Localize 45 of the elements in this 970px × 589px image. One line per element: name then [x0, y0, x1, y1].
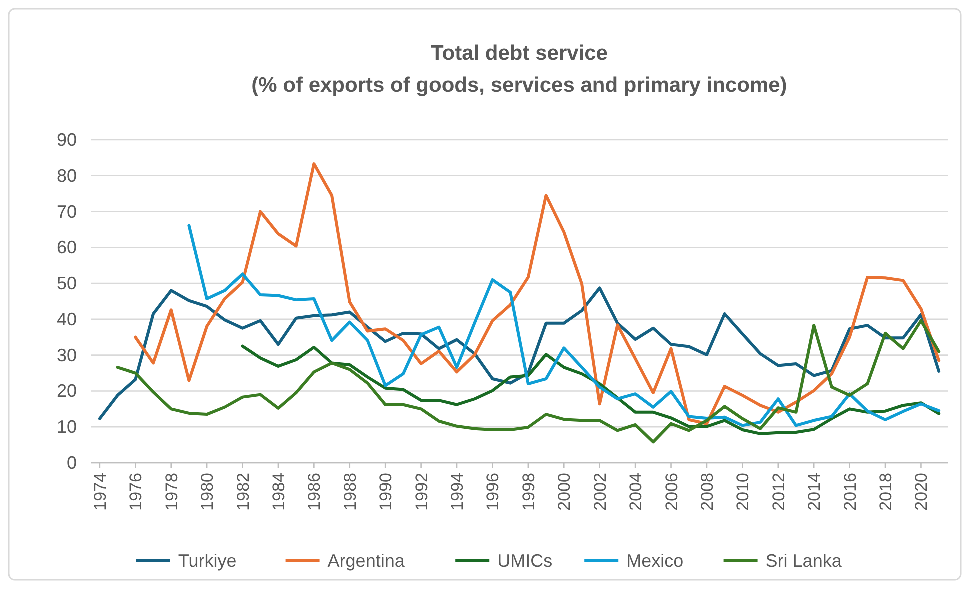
- line-series: [134, 162, 941, 426]
- y-tick-label: 90: [56, 130, 77, 150]
- y-tick-label: 30: [56, 345, 77, 366]
- x-tick-label: 1978: [162, 473, 182, 511]
- x-tick-label: 1980: [198, 473, 218, 511]
- x-tick-label: 1982: [234, 473, 253, 511]
- legend-label: Sri Lanka: [766, 551, 843, 571]
- x-tick-label: 1996: [484, 473, 503, 511]
- x-tick-label: 2008: [698, 473, 717, 511]
- x-tick-label: 2014: [805, 473, 824, 511]
- legend-label: Turkiye: [178, 551, 237, 571]
- line-series: [98, 286, 941, 420]
- x-tick-label: 2002: [590, 473, 610, 511]
- y-tick-label: 0: [66, 453, 77, 473]
- y-tick-label: 10: [56, 417, 77, 438]
- x-tick-label: 2018: [876, 473, 896, 511]
- chart-title: Total debt service (% of exports of goods, services and primary income): [252, 42, 788, 97]
- x-tick-label: 1986: [305, 473, 324, 511]
- x-tick-label: 2016: [840, 473, 860, 511]
- x-tick-label: 1984: [269, 473, 288, 511]
- x-tick-label: 1988: [340, 473, 360, 511]
- line-series: [116, 319, 941, 444]
- x-tick-label: 1974: [90, 473, 110, 511]
- x-tick-label: 2012: [769, 473, 788, 511]
- x-tick-label: 2010: [734, 473, 753, 511]
- y-tick-label: 20: [56, 381, 77, 402]
- x-tick-label: 1998: [519, 473, 538, 511]
- line-series: [241, 344, 941, 436]
- y-tick-label: 50: [56, 274, 77, 294]
- line-series: [188, 224, 941, 428]
- legend-label: Mexico: [626, 551, 684, 571]
- y-tick-label: 60: [56, 238, 77, 258]
- x-tick-label: 2006: [662, 473, 682, 511]
- y-tick-label: 40: [56, 309, 77, 330]
- x-tick-label: 1990: [376, 473, 396, 511]
- x-tick-label: 2000: [555, 473, 574, 511]
- legend-label: UMICs: [498, 551, 553, 571]
- x-tick-label: 2004: [626, 473, 646, 511]
- y-tick-label: 70: [56, 202, 77, 222]
- x-tick-label: 1976: [126, 473, 146, 511]
- x-tick-label: 1992: [412, 473, 432, 511]
- legend-label: Argentina: [328, 551, 406, 571]
- x-tick-label: 2020: [912, 473, 932, 511]
- y-tick-label: 80: [56, 166, 77, 186]
- x-tick-label: 1994: [448, 473, 468, 511]
